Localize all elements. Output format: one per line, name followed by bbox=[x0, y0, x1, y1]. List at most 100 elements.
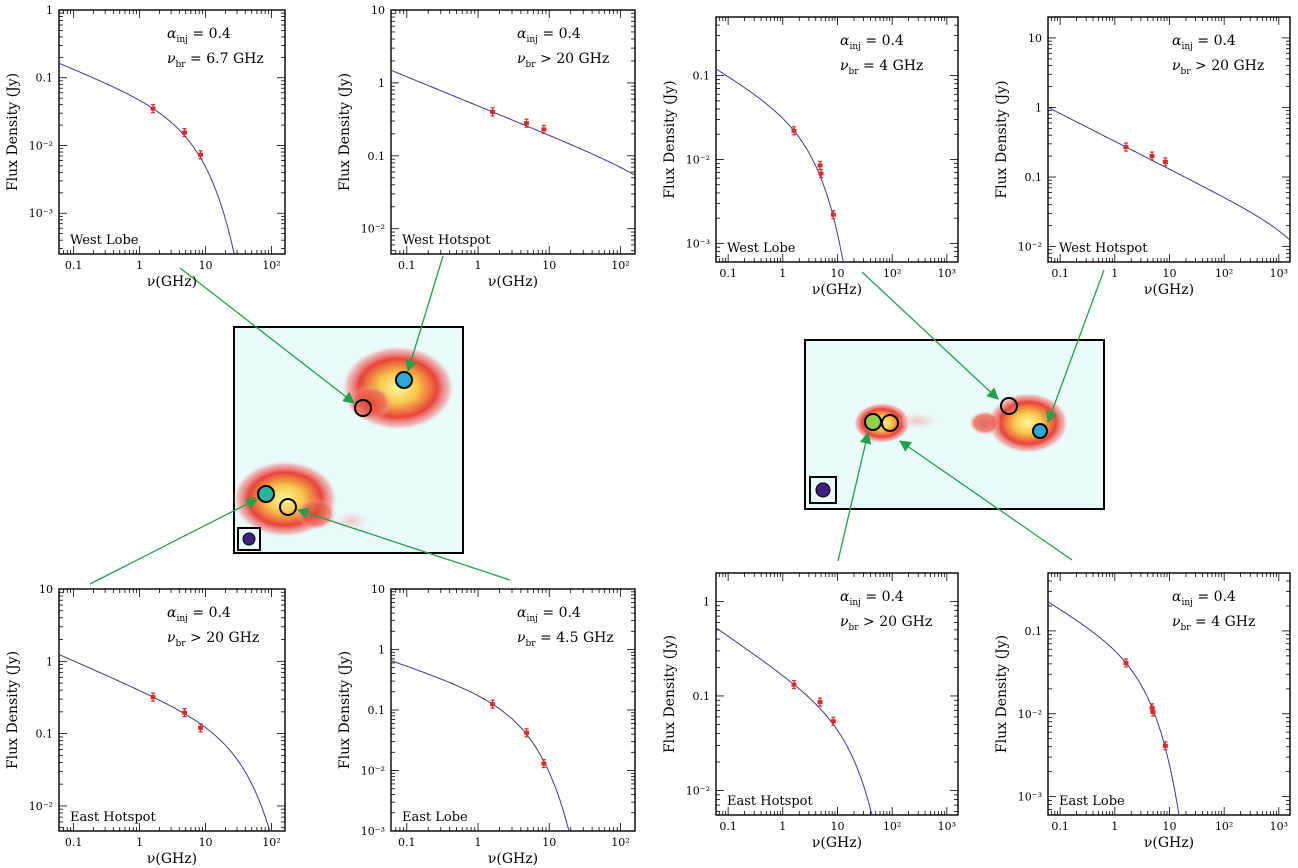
minor-ticks bbox=[715, 16, 958, 263]
plot-frame bbox=[1047, 16, 1291, 263]
spectrum-panel: 0.1 1 10 10² 10³ 10 1 0.1 10⁻² ν(GHz) Flux Density… bbox=[994, 16, 1291, 298]
y-tick-label: 1 bbox=[1035, 101, 1042, 114]
y-axis-label: Flux Density (Jy) bbox=[337, 651, 353, 769]
x-tick-label: 10 bbox=[199, 259, 213, 272]
y-tick-label: 0.1 bbox=[368, 704, 386, 717]
plot-frame bbox=[715, 572, 959, 816]
region-label: West Hotspot bbox=[1059, 241, 1148, 256]
arrow-west-hotspot-right bbox=[1046, 269, 1105, 424]
minor-ticks bbox=[58, 9, 285, 254]
y-tick-label: 1 bbox=[703, 595, 710, 608]
arrow-east-lobe-left bbox=[296, 507, 511, 581]
data-point bbox=[198, 150, 204, 160]
y-tick-label: 10⁻³ bbox=[1018, 791, 1042, 804]
x-tick-label: 10 bbox=[830, 820, 844, 833]
alpha-inj-annotation: αinj = 0.4 bbox=[517, 605, 581, 624]
x-tick-label: 0.1 bbox=[398, 259, 416, 272]
model-curve bbox=[715, 627, 873, 816]
x-tick-label: 1 bbox=[779, 820, 786, 833]
x-tick-label: 1 bbox=[779, 267, 786, 280]
region-label: East Lobe bbox=[402, 810, 468, 825]
x-tick-label: 10 bbox=[830, 267, 844, 280]
alpha-inj-annotation: αinj = 0.4 bbox=[840, 33, 904, 52]
spectrum-panel: 0.1 1 10 10² 10³ 0.1 10⁻² 10⁻³ ν(GHz) Flux Densit… bbox=[994, 572, 1291, 851]
alpha-inj-annotation: αinj = 0.4 bbox=[840, 589, 904, 608]
plot-frame bbox=[58, 588, 286, 832]
x-tick-label: 10² bbox=[262, 259, 280, 272]
data-point bbox=[1162, 157, 1168, 167]
y-tick-label: 10⁻³ bbox=[361, 825, 385, 838]
model-curve bbox=[1047, 601, 1181, 816]
x-axis-label: ν(GHz) bbox=[488, 274, 538, 290]
data-point bbox=[817, 160, 823, 171]
data-point bbox=[150, 104, 156, 114]
alpha-inj-annotation: αinj = 0.4 bbox=[1172, 33, 1236, 52]
x-tick-label: 0.1 bbox=[65, 259, 83, 272]
nu-br-annotation: νbr = 4 GHz bbox=[840, 58, 923, 77]
plot-frame bbox=[390, 9, 636, 255]
alpha-inj-annotation: αinj = 0.4 bbox=[517, 26, 581, 45]
arrow-east-hotspot-left bbox=[89, 498, 259, 585]
left-radio-map bbox=[233, 326, 464, 554]
model-curve bbox=[1047, 106, 1291, 241]
y-tick-label: 0.1 bbox=[693, 690, 711, 703]
y-axis-label: Flux Density (Jy) bbox=[5, 73, 21, 191]
y-tick-label: 10 bbox=[39, 583, 53, 596]
data-point bbox=[1162, 741, 1168, 751]
data-point bbox=[490, 699, 496, 709]
y-tick-label: 1 bbox=[46, 655, 53, 668]
nu-br-annotation: νbr > 20 GHz bbox=[1172, 58, 1264, 77]
plot-frame bbox=[58, 9, 286, 255]
nu-br-annotation: νbr > 20 GHz bbox=[167, 630, 259, 649]
x-tick-label: 1 bbox=[475, 259, 482, 272]
x-tick-label: 0.1 bbox=[1051, 267, 1069, 280]
x-tick-label: 1 bbox=[475, 836, 482, 849]
data-point bbox=[1123, 658, 1129, 668]
data-point bbox=[524, 728, 530, 738]
x-tick-label: 10² bbox=[883, 820, 901, 833]
data-point bbox=[1150, 707, 1156, 717]
y-tick-label: 10 bbox=[371, 583, 385, 596]
x-axis-label: ν(GHz) bbox=[147, 274, 197, 290]
data-point bbox=[830, 716, 836, 726]
x-tick-label: 10³ bbox=[1270, 820, 1288, 833]
data-point bbox=[830, 210, 836, 220]
x-tick-label: 10² bbox=[262, 836, 280, 849]
y-axis-label: Flux Density (Jy) bbox=[337, 73, 353, 191]
minor-ticks bbox=[390, 588, 635, 832]
y-tick-label: 1 bbox=[46, 4, 53, 17]
x-tick-label: 10 bbox=[542, 836, 556, 849]
east-lobe-marker bbox=[881, 414, 899, 432]
x-tick-label: 0.1 bbox=[1051, 820, 1069, 833]
x-tick-label: 10² bbox=[883, 267, 901, 280]
y-tick-label: 1 bbox=[378, 77, 385, 90]
data-point bbox=[818, 168, 824, 179]
y-axis-label: Flux Density (Jy) bbox=[662, 80, 678, 198]
x-tick-label: 0.1 bbox=[398, 836, 416, 849]
y-tick-label: 10⁻² bbox=[686, 784, 710, 797]
arrow-west-hotspot-left bbox=[405, 255, 444, 373]
y-tick-label: 10⁻² bbox=[361, 765, 385, 778]
arrow-west-lobe-left bbox=[179, 267, 355, 404]
spectrum-panel: 0.1 1 10 10² 10 1 0.1 10⁻² ν(GHz) Flux Density (J… bbox=[5, 583, 286, 867]
nu-br-annotation: νbr > 20 GHz bbox=[517, 51, 609, 70]
y-tick-label: 0.1 bbox=[1025, 171, 1043, 184]
model-curve bbox=[58, 62, 236, 255]
y-tick-label: 0.1 bbox=[368, 150, 386, 163]
x-tick-label: 0.1 bbox=[719, 820, 737, 833]
x-axis-label: ν(GHz) bbox=[488, 851, 538, 867]
beam-box bbox=[809, 476, 837, 504]
data-point bbox=[490, 107, 496, 117]
y-axis-label: Flux Density (Jy) bbox=[994, 80, 1010, 198]
x-tick-label: 0.1 bbox=[65, 836, 83, 849]
data-point bbox=[817, 697, 823, 707]
data-point bbox=[182, 708, 188, 718]
y-tick-label: 10⁻² bbox=[1018, 708, 1042, 721]
minor-ticks bbox=[1047, 16, 1290, 263]
y-tick-label: 10⁻² bbox=[29, 139, 53, 152]
data-point bbox=[541, 759, 547, 769]
x-axis-label: ν(GHz) bbox=[147, 851, 197, 867]
alpha-inj-annotation: αinj = 0.4 bbox=[167, 605, 231, 624]
beam-box bbox=[237, 527, 261, 551]
